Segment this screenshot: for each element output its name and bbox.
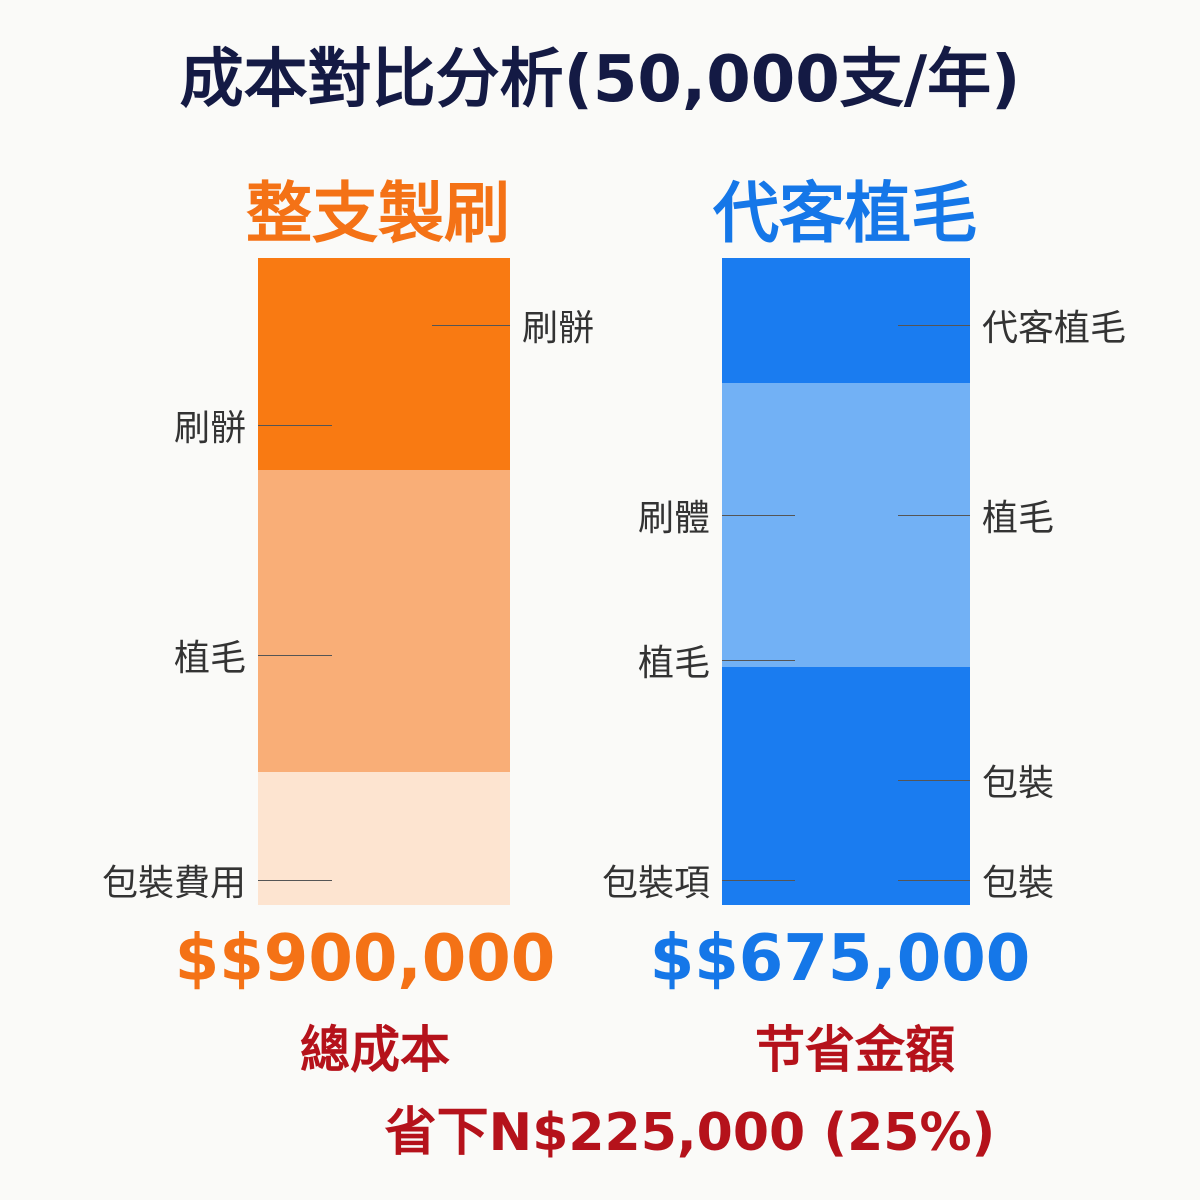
segment-label: 刷骿 [522,308,595,349]
segment-label: 包裝 [982,763,1055,804]
heading: 整支製刷 [246,175,510,252]
leader-line [722,880,795,881]
bar-segment [722,383,970,667]
caption: 节省金額 [755,1021,955,1079]
segment-label: 包裝項 [601,863,710,904]
bar-segment [258,772,510,905]
leader-line [722,515,795,516]
bar-segment [722,667,970,905]
title: 成本對比分析(50,000支/年) [179,43,1021,117]
leader-line [258,655,332,656]
savings: 省下N$225,000 (25%) [384,1103,996,1163]
bar-segment [722,258,970,383]
total: $$675,000 [649,922,1031,996]
segment-label: 植毛 [982,498,1055,539]
leader-line [258,425,332,426]
segment-label: 包裝 [982,863,1055,904]
total: $$900,000 [174,922,556,996]
bar-segment [258,470,510,772]
heading: 代客植毛 [713,175,977,252]
segment-label: 植毛 [637,643,710,684]
leader-line [722,660,795,661]
segment-label: 刷骿 [173,408,246,449]
leader-line [898,325,970,326]
segment-label: 刷體 [637,498,710,539]
segment-label: 植毛 [173,638,246,679]
caption: 總成本 [300,1021,450,1079]
leader-line [432,325,510,326]
leader-line [258,880,332,881]
segment-label: 包裝費用 [101,863,246,904]
leader-line [898,515,970,516]
bar-segment [258,258,510,470]
leader-line [898,880,970,881]
leader-line [898,780,970,781]
segment-label: 代客植毛 [982,308,1127,349]
